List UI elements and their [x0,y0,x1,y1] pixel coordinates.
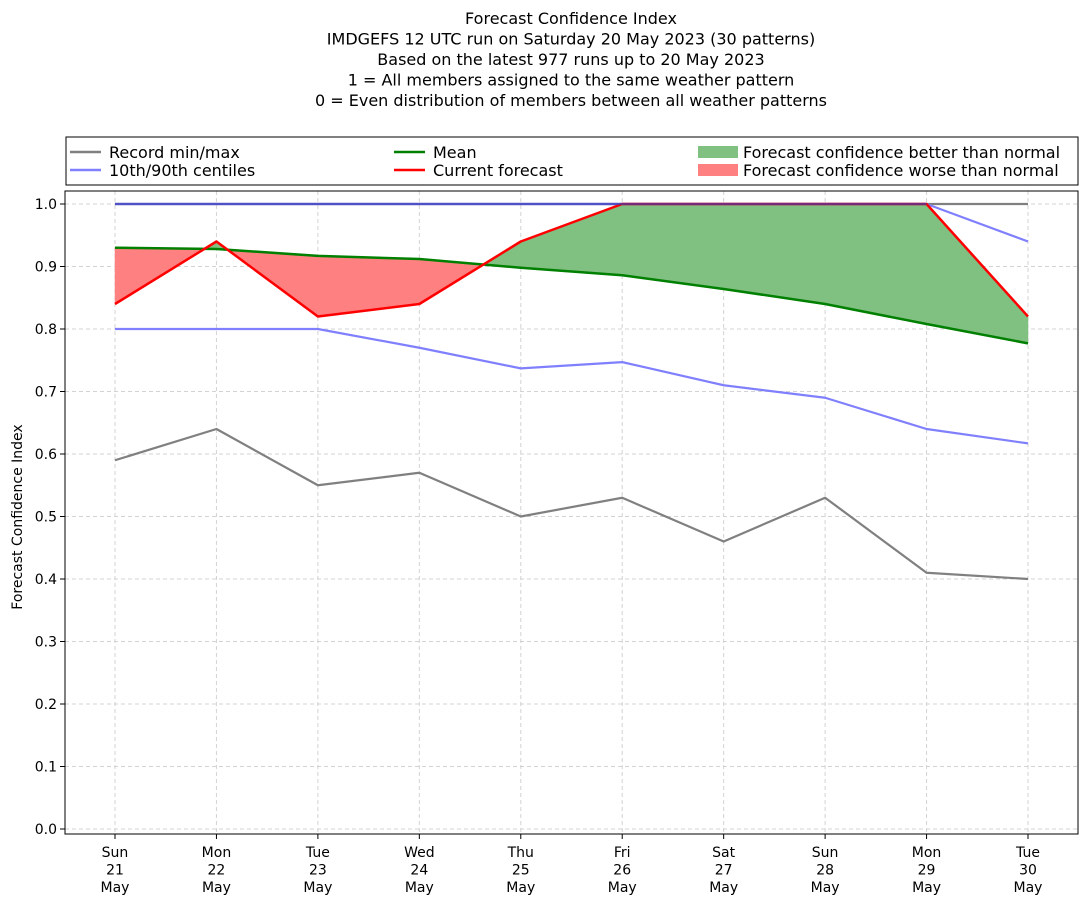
x-tick-label: 27 [715,863,733,879]
title-line: 0 = Even distribution of members between… [315,91,827,110]
x-tick-label: Fri [614,845,631,861]
x-tick-label: 22 [208,863,226,879]
title-line: IMDGEFS 12 UTC run on Saturday 20 May 20… [327,30,815,49]
y-tick-label: 0.7 [35,385,57,401]
x-tick-label: Mon [202,845,232,861]
legend-box [65,136,1079,186]
x-tick-label: Tue [305,845,330,861]
legend-label: Mean [433,143,477,162]
x-tick-label: Tue [1015,845,1040,861]
x-tick-label: 29 [918,863,936,879]
x-tick-label: 28 [816,863,834,879]
x-tick-label: 25 [512,863,530,879]
x-tick-label: May [608,880,637,896]
legend-label: Current forecast [433,161,563,180]
chart-title: Forecast Confidence Index IMDGEFS 12 UTC … [315,9,827,110]
y-tick-label: 0.8 [35,322,57,338]
x-tick-label: 26 [613,863,631,879]
fill-better-than-normal [926,203,1029,344]
fill-worse-than-normal [317,255,420,317]
y-tick-label: 0.6 [35,447,57,463]
x-tick-label: May [912,880,941,896]
y-tick-label: 0.4 [35,572,57,588]
y-tick-label: 0.1 [35,760,57,776]
fill-better-than-normal [723,203,826,305]
x-tick-label: Sun [102,845,129,861]
x-tick-label: 23 [309,863,327,879]
series-record_min [114,427,1029,581]
confidence-fills [114,203,1029,344]
x-tick-label: May [1014,880,1043,896]
series-p10 [115,327,1029,445]
fill-better-than-normal [520,203,623,276]
y-tick-label: 0.0 [35,822,57,838]
x-tick-label: Mon [912,845,942,861]
x-tick-label: May [303,880,332,896]
x-tick-label: Wed [404,845,435,861]
y-tick-label: 0.2 [35,697,57,713]
x-tick-label: Thu [507,845,534,861]
x-tick-label: Sat [712,845,735,861]
legend-label: 10th/90th centiles [109,161,255,180]
series-lines [114,202,1029,581]
legend-label: Forecast confidence worse than normal [743,161,1059,180]
plot-frame [64,190,1079,835]
y-tick-label: 0.3 [35,635,57,651]
x-tick-label: 30 [1019,863,1037,879]
legend-label: Record min/max [109,143,240,162]
legend-label: Forecast confidence better than normal [743,143,1060,162]
x-tick-label: May [709,880,738,896]
series-mean [114,246,1029,345]
axes: 0.00.10.20.30.40.50.60.70.80.91.0Sun21Ma… [35,190,1079,896]
y-tick-label: 0.9 [35,260,57,276]
x-tick-label: May [101,880,130,896]
x-tick-label: May [202,880,231,896]
x-tick-label: 21 [106,863,124,879]
legend-swatch [698,146,738,158]
y-tick-label: 1.0 [35,197,57,213]
x-tick-label: May [405,880,434,896]
x-tick-label: May [506,880,535,896]
x-tick-label: May [811,880,840,896]
y-tick-label: 0.5 [35,510,57,526]
legend-swatch [698,164,738,176]
x-tick-label: Sun [812,845,839,861]
y-axis-label: Forecast Confidence Index [10,424,26,609]
x-tick-label: 24 [410,863,428,879]
title-line: Based on the latest 977 runs up to 20 Ma… [377,50,764,69]
title-line: Forecast Confidence Index [465,9,677,28]
title-line: 1 = All members assigned to the same wea… [348,71,795,90]
